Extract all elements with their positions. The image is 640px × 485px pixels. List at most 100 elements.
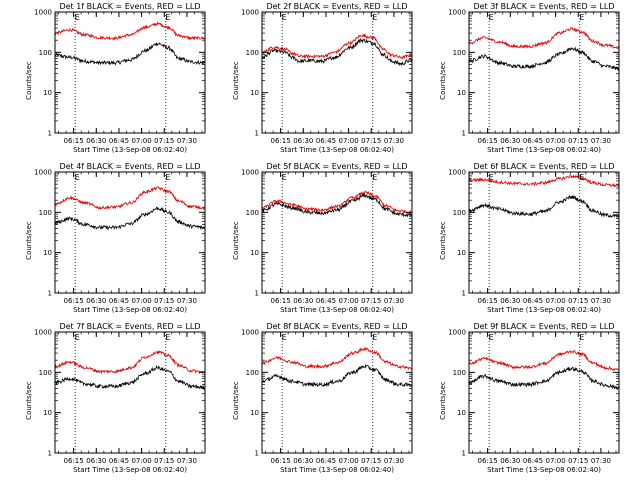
x-tick-label: 07:15	[568, 137, 588, 145]
x-axis-label: Start Time (13-Sep-08 06:02:40)	[280, 466, 394, 474]
x-tick-label: 07:00	[546, 137, 566, 145]
detector-panel-7: Det 7f BLACK = Events, RED = LLD E E 1 10 100…	[25, 322, 206, 474]
x-axis-label: Start Time (13-Sep-08 06:02:40)	[73, 306, 187, 314]
x-tick-label: 06:15	[64, 297, 84, 305]
x-tick-label: 07:00	[339, 137, 359, 145]
y-tick-label: 1000	[34, 169, 52, 177]
y-axis-label: Counts/sec	[439, 221, 447, 260]
x-tick-label: 07:00	[132, 457, 152, 465]
event-marker-label: E	[75, 173, 80, 182]
series-events	[54, 206, 205, 231]
x-tick-label: 06:45	[523, 137, 543, 145]
panel-title: Det 9f BLACK = Events, RED = LLD	[473, 322, 614, 331]
y-tick-label: 1000	[448, 9, 466, 17]
plot-frame	[261, 11, 413, 134]
detector-panel-8: Det 8f BLACK = Events, RED = LLD E E 1 10 100…	[232, 322, 413, 474]
event-marker-label: E	[489, 13, 494, 22]
x-tick-label: 06:15	[478, 297, 498, 305]
event-marker-label: E	[579, 333, 584, 342]
panel-title: Det 7f BLACK = Events, RED = LLD	[59, 322, 200, 331]
y-axis-label: Counts/sec	[232, 61, 240, 100]
x-tick-label: 06:15	[64, 137, 84, 145]
y-axis-label: Counts/sec	[232, 221, 240, 260]
plot-frame	[468, 331, 620, 454]
panel-title: Det 3f BLACK = Events, RED = LLD	[473, 2, 614, 11]
y-tick-label: 1	[255, 130, 259, 138]
event-marker-label: E	[165, 173, 170, 182]
x-tick-label: 07:15	[361, 297, 381, 305]
event-marker-label: E	[372, 333, 377, 342]
series-events	[54, 364, 205, 390]
series-events	[468, 194, 620, 219]
event-marker-label: E	[579, 13, 584, 22]
y-axis-label: Counts/sec	[25, 381, 33, 420]
y-tick-label: 1000	[241, 329, 259, 337]
x-tick-label: 07:15	[361, 457, 381, 465]
y-tick-label: 100	[246, 209, 259, 217]
plot-frame	[468, 11, 620, 134]
x-tick-label: 06:45	[109, 137, 129, 145]
event-marker-label: E	[579, 173, 584, 182]
y-tick-label: 10	[43, 249, 52, 257]
event-marker-label: E	[75, 333, 80, 342]
x-tick-label: 07:30	[591, 457, 611, 465]
plot-frame	[468, 171, 620, 294]
series-events	[261, 363, 412, 388]
x-tick-label: 06:15	[478, 137, 498, 145]
x-tick-label: 07:15	[154, 297, 174, 305]
y-tick-label: 1000	[448, 169, 466, 177]
y-axis-label: Counts/sec	[439, 381, 447, 420]
panel-title: Det 6f BLACK = Events, RED = LLD	[473, 162, 614, 171]
plot-frame	[261, 331, 413, 454]
plot-frame	[261, 171, 413, 294]
x-tick-label: 07:15	[568, 457, 588, 465]
detector-panel-2: Det 2f BLACK = Events, RED = LLD E E 1 10 100…	[232, 2, 413, 154]
event-marker-label: E	[372, 13, 377, 22]
panel-title: Det 1f BLACK = Events, RED = LLD	[59, 2, 200, 11]
x-tick-label: 06:15	[64, 457, 84, 465]
x-tick-label: 06:45	[316, 457, 336, 465]
x-tick-label: 07:00	[546, 297, 566, 305]
x-tick-label: 06:15	[271, 297, 291, 305]
y-tick-label: 10	[457, 249, 466, 257]
y-tick-label: 1	[462, 130, 466, 138]
x-tick-label: 06:30	[293, 297, 313, 305]
detector-panel-5: Det 5f BLACK = Events, RED = LLD E E 1 10 100…	[232, 162, 413, 314]
y-tick-label: 10	[43, 409, 52, 417]
x-tick-label: 07:30	[177, 297, 197, 305]
y-tick-label: 1000	[241, 169, 259, 177]
y-tick-label: 1	[48, 450, 52, 458]
detector-panel-9: Det 9f BLACK = Events, RED = LLD E E 1 10 100…	[439, 322, 620, 474]
series-lld	[468, 349, 619, 372]
y-tick-label: 1	[462, 290, 466, 298]
plot-frame	[54, 331, 206, 454]
y-tick-label: 1000	[34, 9, 52, 17]
event-marker-label: E	[489, 173, 494, 182]
y-tick-label: 100	[246, 49, 259, 57]
event-marker-label: E	[282, 13, 287, 22]
series-events	[261, 192, 412, 218]
y-tick-label: 1000	[34, 329, 52, 337]
x-tick-label: 06:30	[293, 457, 313, 465]
x-tick-label: 06:30	[500, 457, 520, 465]
plot-frame	[54, 171, 206, 294]
series-lld	[468, 174, 619, 188]
series-lld	[261, 346, 412, 371]
x-axis-label: Start Time (13-Sep-08 06:02:40)	[280, 306, 394, 314]
y-tick-label: 100	[39, 49, 52, 57]
y-tick-label: 10	[250, 89, 259, 97]
x-axis-label: Start Time (13-Sep-08 06:02:40)	[487, 146, 601, 154]
series-events	[54, 42, 205, 66]
x-tick-label: 06:45	[523, 297, 543, 305]
y-tick-label: 1000	[241, 9, 259, 17]
detector-panel-1: Det 1f BLACK = Events, RED = LLD E E 1 10 100…	[25, 2, 206, 154]
x-tick-label: 07:30	[384, 297, 404, 305]
y-tick-label: 100	[453, 209, 466, 217]
x-tick-label: 07:00	[339, 457, 359, 465]
x-tick-label: 06:30	[86, 137, 106, 145]
x-tick-label: 06:15	[271, 137, 291, 145]
x-axis-label: Start Time (13-Sep-08 06:02:40)	[73, 146, 187, 154]
y-tick-label: 1000	[448, 329, 466, 337]
x-tick-label: 07:15	[568, 297, 588, 305]
y-axis-label: Counts/sec	[439, 61, 447, 100]
